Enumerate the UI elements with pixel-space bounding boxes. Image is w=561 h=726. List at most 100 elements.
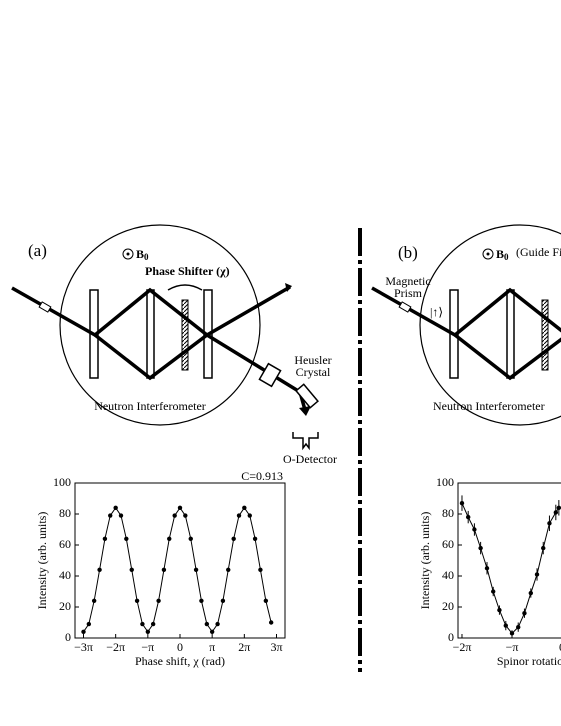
data-point	[236, 513, 242, 518]
annotation: C=0.913	[241, 469, 283, 483]
panel-label: (b)	[398, 243, 418, 262]
y-tick-label: 0	[65, 630, 71, 644]
detector-label: O-Detector	[283, 452, 337, 466]
data-point	[193, 567, 199, 572]
data-point	[209, 629, 215, 634]
y-tick-label: 20	[442, 599, 454, 613]
data-point	[556, 505, 561, 510]
fit-line	[83, 506, 272, 633]
y-tick-label: 80	[442, 506, 454, 520]
state-label: |↑⟩	[430, 305, 443, 319]
y-tick-label: 40	[442, 568, 454, 582]
x-tick-label: −3π	[74, 640, 93, 654]
x-tick-label: −2π	[453, 640, 472, 654]
fit-line	[461, 502, 560, 635]
x-tick-label: 2π	[238, 640, 250, 654]
data-point	[215, 621, 220, 627]
data-point	[491, 589, 496, 594]
data-point	[145, 629, 151, 634]
data-point	[252, 536, 258, 541]
x-tick-label: 3π	[270, 640, 282, 654]
y-tick-label: 100	[436, 475, 454, 489]
data-point	[465, 514, 471, 520]
interferometer-label: Neutron Interferometer	[433, 399, 545, 413]
data-point	[242, 505, 247, 510]
crystal-label: Crystal	[296, 365, 331, 379]
data-point	[226, 567, 231, 572]
data-point	[118, 513, 124, 518]
data-point	[124, 536, 129, 541]
x-tick-label: 0	[177, 640, 183, 654]
data-point	[459, 500, 465, 506]
data-point	[108, 513, 113, 518]
interferometer-label: Neutron Interferometer	[94, 399, 206, 413]
data-point	[204, 621, 210, 627]
data-point	[497, 607, 502, 613]
data-point	[134, 598, 140, 603]
data-point	[140, 621, 145, 627]
x-tick-label: −π	[141, 640, 154, 654]
data-point	[220, 598, 226, 603]
data-point	[177, 505, 183, 510]
data-point	[547, 521, 552, 526]
data-point	[263, 598, 269, 603]
panel-label: (a)	[28, 241, 47, 260]
data-point	[156, 598, 161, 603]
diagram-a: (a) B0 Phase Shifter (χ) Neutron Interfe…	[11, 224, 337, 466]
data-point	[534, 572, 540, 577]
data-point	[113, 505, 118, 510]
data-point	[167, 536, 172, 541]
data-point	[81, 629, 86, 634]
y-tick-label: 0	[448, 630, 454, 644]
data-point	[503, 623, 508, 628]
prism-label: Magnetic	[385, 274, 430, 288]
data-point	[528, 590, 534, 596]
x-tick-label: −2π	[106, 640, 125, 654]
data-point	[183, 513, 188, 518]
x-tick-label: 0	[559, 640, 561, 654]
field-label: B0	[136, 247, 149, 262]
data-point	[161, 567, 167, 572]
diagram-b: (b) B0 (Guide Field) Magnetic Prism |↑⟩ …	[371, 224, 561, 426]
data-point	[247, 513, 252, 518]
data-point	[258, 567, 263, 572]
data-point	[478, 545, 483, 551]
x-tick-label: −π	[506, 640, 519, 654]
data-point	[129, 567, 134, 572]
y-tick-label: 40	[59, 568, 71, 582]
y-tick-label: 80	[59, 506, 71, 520]
data-point	[231, 536, 236, 541]
y-tick-label: 60	[442, 537, 454, 551]
field-label: B0	[496, 247, 509, 262]
y-axis-label: Intensity (arb. units)	[35, 512, 49, 610]
data-point	[188, 536, 193, 541]
data-point	[553, 510, 559, 515]
data-point	[516, 624, 521, 630]
y-tick-label: 60	[59, 537, 71, 551]
plot-frame	[457, 482, 561, 639]
data-point	[484, 566, 490, 571]
data-point	[86, 621, 92, 627]
data-point	[522, 611, 527, 616]
chart: 0 20 40 60 80 100 −3π −2π −π 0 π 2π 3π Phase shift, χ…	[35, 469, 286, 668]
data-point	[102, 536, 108, 541]
data-point	[199, 598, 204, 603]
field-note: (Guide Field)	[516, 245, 561, 259]
x-tick-label: π	[209, 640, 215, 654]
x-axis-label: Spinor rotation	[497, 654, 561, 668]
y-axis-label: Intensity (arb. units)	[418, 512, 432, 610]
data-point	[268, 620, 274, 625]
y-tick-label: 100	[53, 475, 71, 489]
prism-label: Prism	[394, 286, 423, 300]
data-point	[91, 598, 97, 603]
y-tick-label: 20	[59, 599, 71, 613]
data-point	[472, 527, 477, 532]
crystal-label: Heusler	[294, 353, 331, 367]
data-point	[509, 631, 515, 636]
data-point	[150, 621, 156, 627]
phase-shifter-label: Phase Shifter (χ)	[145, 264, 230, 278]
data-point	[541, 545, 546, 551]
data-point	[97, 567, 102, 572]
